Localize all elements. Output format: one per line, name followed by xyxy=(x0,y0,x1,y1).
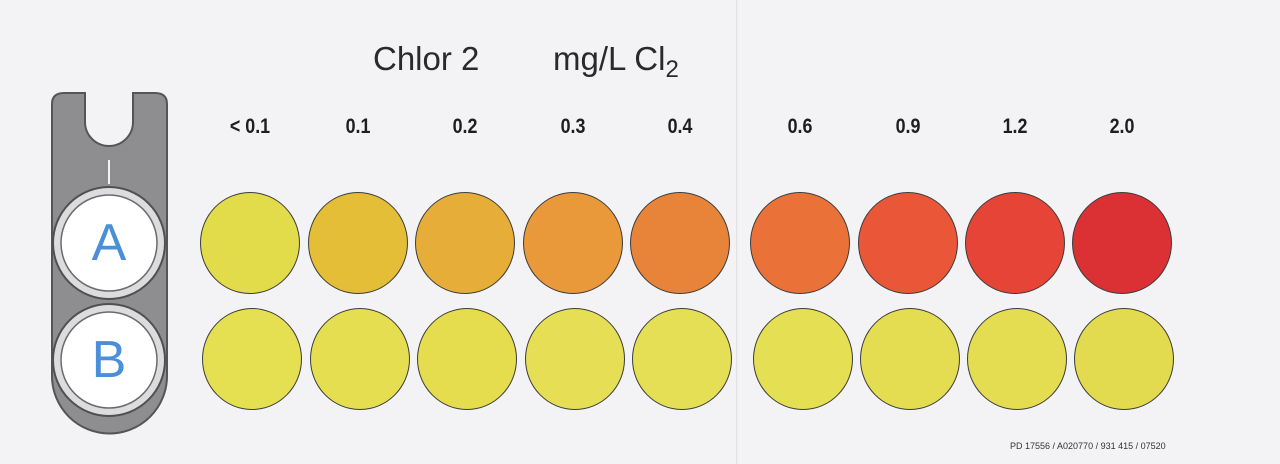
cell-b-label: B xyxy=(91,331,127,389)
concentration-label: 0.1 xyxy=(345,115,371,138)
concentration-label: 0.9 xyxy=(895,115,921,138)
cell-a-label: A xyxy=(91,214,127,272)
color-swatch-b xyxy=(310,308,410,410)
concentration-label: 0.4 xyxy=(667,115,693,138)
color-swatch-a xyxy=(415,192,515,294)
reference-code: PD 17556 / A020770 / 931 415 / 07520 xyxy=(1010,441,1166,451)
concentration-label: 0.2 xyxy=(452,115,478,138)
color-swatch-a xyxy=(965,192,1065,294)
color-swatch-a xyxy=(858,192,958,294)
concentration-label: 0.3 xyxy=(560,115,586,138)
color-swatch-b xyxy=(967,308,1067,410)
color-swatch-b xyxy=(417,308,517,410)
color-swatch-b xyxy=(1074,308,1174,410)
color-swatch-b xyxy=(753,308,853,410)
color-swatch-a xyxy=(630,192,730,294)
concentration-label: < 0.1 xyxy=(229,115,271,138)
color-swatch-b xyxy=(860,308,960,410)
unit-label: mg/L Cl2 xyxy=(553,40,679,83)
concentration-label: 2.0 xyxy=(1109,115,1135,138)
color-swatch-a xyxy=(523,192,623,294)
test-title: Chlor 2 xyxy=(373,40,480,77)
color-swatch-a xyxy=(308,192,408,294)
card-fold-line xyxy=(736,0,738,464)
color-swatch-b xyxy=(525,308,625,410)
color-swatch-b xyxy=(632,308,732,410)
color-swatch-b xyxy=(202,308,302,410)
concentration-label: 1.2 xyxy=(1002,115,1028,138)
color-swatch-a xyxy=(200,192,300,294)
cuvette-holder-icon xyxy=(51,92,168,435)
color-swatch-a xyxy=(1072,192,1172,294)
concentration-label: 0.6 xyxy=(787,115,813,138)
color-swatch-a xyxy=(750,192,850,294)
